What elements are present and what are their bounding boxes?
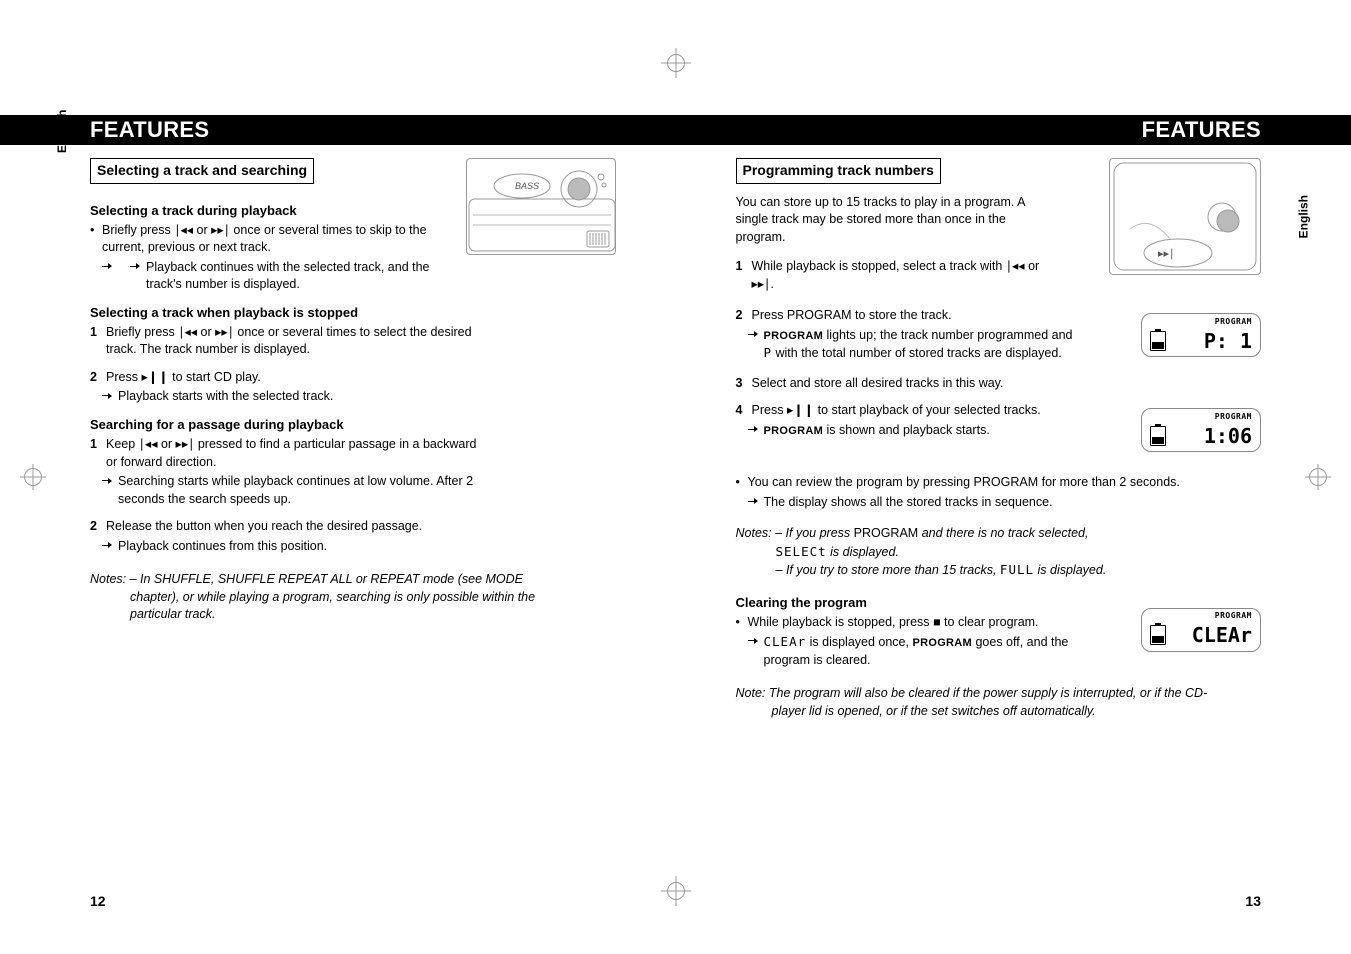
r-note1: Notes: – If you press PROGRAM and there … (736, 525, 1262, 543)
sec1-head: Selecting a track during playback (90, 202, 480, 220)
sec3-step1: 1 Keep ∣◂◂ or ▸▸∣ pressed to find a part… (90, 436, 480, 471)
device-illustration-left: BASS (466, 158, 616, 255)
clear-result: CLEAr is displayed once, PROGRAM goes of… (736, 633, 1076, 669)
r-note3: Note: The program will also be cleared i… (736, 685, 1236, 720)
header-bar-right: FEATURES (676, 115, 1351, 145)
section-box-right: Programming track numbers (736, 158, 941, 184)
r-step2-result: PROGRAM lights up; the track number prog… (736, 327, 1076, 363)
pagenum-right: 13 (1245, 893, 1261, 909)
device-illustration-right: ▸▸∣ (1109, 158, 1261, 275)
sec3-result1: Searching starts while playback continue… (90, 473, 480, 508)
page-left: FEATURES English BASS (0, 0, 676, 954)
svg-text:▸▸∣: ▸▸∣ (1158, 248, 1175, 260)
clear-bullet: While playback is stopped, press ■ to cl… (736, 614, 1076, 632)
r-review-result: The display shows all the stored tracks … (736, 494, 1262, 512)
bass-label: BASS (515, 181, 539, 191)
r-note2: – If you try to store more than 15 track… (776, 561, 1262, 580)
lcd-display-3: PROGRAM CLEAr (1141, 608, 1261, 652)
header-title-right: FEATURES (1142, 117, 1261, 143)
left-notes: Notes: – In SHUFFLE, SHUFFLE REPEAT ALL … (90, 571, 550, 624)
r-step4: 4 Press ▸❙❙ to start playback of your se… (736, 402, 1076, 420)
r-note1b: SELECt is displayed. (776, 543, 1262, 562)
lcd-display-2: PROGRAM 1:06 (1141, 408, 1261, 452)
r-step4-result: PROGRAM is shown and playback starts. (736, 422, 1076, 440)
sec3-head: Searching for a passage during playback (90, 416, 480, 434)
pagenum-left: 12 (90, 893, 106, 909)
lcd-display-1: PROGRAM P: 1 (1141, 313, 1261, 357)
lang-tab-right: English (1296, 195, 1310, 238)
r-step2: 2 Press PROGRAM to store the track. (736, 307, 1076, 325)
header-title-left: FEATURES (90, 117, 209, 143)
sec3-step2: 2 Release the button when you reach the … (90, 518, 480, 536)
header-bar-left: FEATURES (0, 115, 676, 145)
right-intro: You can store up to 15 tracks to play in… (736, 194, 1056, 247)
sec2-step1: 1 Briefly press ∣◂◂ or ▸▸∣ once or sever… (90, 324, 480, 359)
sec2-result: Playback starts with the selected track. (90, 388, 480, 406)
battery-icon (1150, 625, 1166, 645)
r-step3: 3 Select and store all desired tracks in… (736, 375, 1262, 393)
page-right: FEATURES English ▸▸∣ Programming track n… (676, 0, 1351, 954)
sec3-result2: Playback continues from this position. (90, 538, 480, 556)
lang-tab-left: English (55, 110, 69, 153)
battery-icon (1150, 426, 1166, 446)
section-box-left: Selecting a track and searching (90, 158, 314, 184)
sec2-step2: 2 Press ▸❙❙ to start CD play. (90, 369, 480, 387)
r-step1: 1 While playback is stopped, select a tr… (736, 258, 1056, 293)
r-review: You can review the program by pressing P… (736, 474, 1262, 492)
sec1-result: Playback continues with the selected tra… (90, 259, 480, 294)
sec2-head: Selecting a track when playback is stopp… (90, 304, 480, 322)
battery-icon (1150, 331, 1166, 351)
sec1-bullet: Briefly press ∣◂◂ or ▸▸∣ once or several… (90, 222, 480, 257)
